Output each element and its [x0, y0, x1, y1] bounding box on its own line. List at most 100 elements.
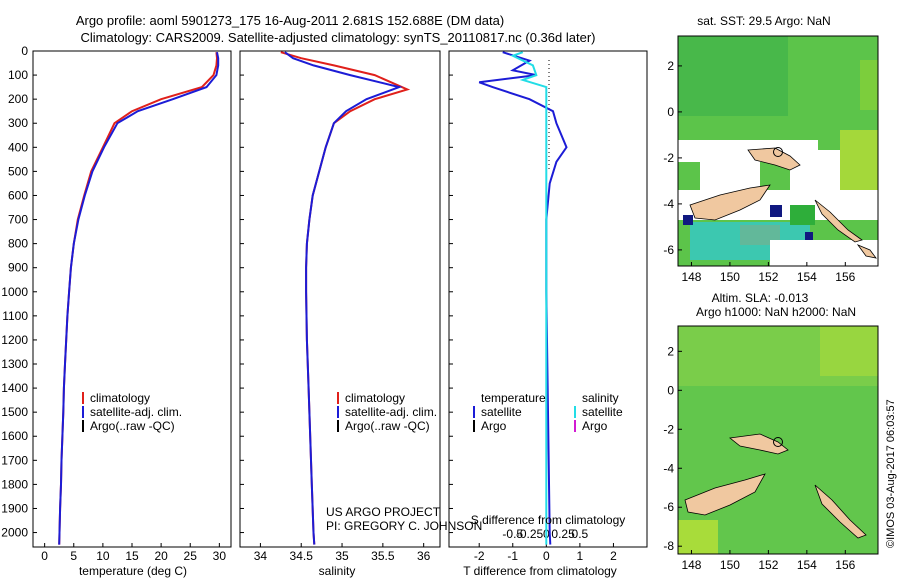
depth-tick-label: 1500	[1, 405, 28, 419]
legend-satellite-label: satellite-adj. clim.	[90, 405, 182, 419]
sst-cloud-mask	[790, 150, 840, 190]
depth-tick-label: 600	[8, 188, 28, 202]
depth-tick-label: 800	[8, 237, 28, 251]
salinity-panel-frame	[239, 50, 441, 548]
map-lon-tick-label: 150	[720, 270, 740, 284]
salinity-xlabel: salinity	[319, 564, 356, 578]
argo-position-marker	[773, 147, 783, 157]
difference-s-tick-label: -0.5	[502, 527, 523, 541]
map-lon-tick-label: 148	[681, 558, 701, 572]
depth-tick-label: 1200	[1, 333, 28, 347]
depth-tick-label: 1400	[1, 381, 28, 395]
legend-argo-label: Argo(..raw -QC)	[90, 419, 175, 433]
temperature-tick-label: 25	[184, 549, 198, 563]
depth-tick-label: 100	[8, 68, 28, 82]
s-difference-label: S difference from climatology	[471, 513, 626, 527]
sla-map-frame	[677, 325, 879, 555]
legend-t-argo-label: Argo	[481, 419, 507, 433]
sst-cloud-mask	[700, 162, 760, 192]
land-new-britain	[747, 147, 801, 171]
map-lat-tick-label: -4	[663, 197, 674, 211]
land-new-guinea	[689, 184, 771, 221]
legend-climatology-label: climatology	[90, 391, 150, 405]
map-lon-tick-label: 152	[758, 270, 778, 284]
map-lat-tick-label: -6	[663, 500, 674, 514]
difference-legend: temperature satellite Argo salinity sate…	[473, 391, 623, 433]
map-lat-tick-label: -8	[663, 539, 674, 553]
difference-t-tick-label: 2	[610, 549, 617, 563]
map-lon-tick-label: 154	[797, 558, 817, 572]
salinity-difference-line	[510, 51, 548, 545]
map-lon-tick-label: 156	[835, 558, 855, 572]
sla-patch	[678, 520, 718, 554]
legend-climatology-label: climatology	[345, 391, 405, 405]
legend-s-argo-label: Argo	[582, 419, 608, 433]
temperature-tick-label: 0	[41, 549, 48, 563]
difference-t-tick-label: 0	[543, 549, 550, 563]
difference-s-tick-label: 0.5	[572, 527, 589, 541]
map-lat-tick-label: 0	[667, 105, 674, 119]
salinity-tick-label: 36	[417, 549, 431, 563]
map-lat-tick-label: -6	[663, 243, 674, 257]
depth-tick-label: 1100	[2, 309, 28, 323]
land-solomons	[814, 484, 867, 539]
pi-label: PI: GREGORY C. JOHNSON	[326, 519, 482, 533]
temperature-difference-line	[478, 51, 568, 545]
sst-patch	[840, 130, 878, 190]
map-lat-tick-label: -4	[663, 461, 674, 475]
figure-title-line1: Argo profile: aoml 5901273_175 16-Aug-20…	[76, 13, 504, 28]
temperature-tick-label: 10	[96, 549, 110, 563]
sst-patch	[678, 36, 788, 116]
legend-satellite-label: satellite-adj. clim.	[345, 405, 437, 419]
difference-panel-frame	[448, 50, 648, 548]
legend-argo-label: Argo(..raw -QC)	[345, 419, 430, 433]
depth-tick-label: 1900	[1, 501, 28, 515]
temperature-tick-label: 30	[213, 549, 227, 563]
land-solomons	[814, 199, 863, 243]
sst-cold-pixel	[805, 232, 813, 240]
temperature-panel-frame	[32, 50, 232, 548]
sst-map-frame	[677, 35, 879, 267]
sst-map-title: sat. SST: 29.5 Argo: NaN	[697, 14, 830, 28]
imos-credit: ©IMOS 03-Aug-2017 06:03:57	[885, 399, 897, 548]
depth-tick-label: 1800	[1, 477, 28, 491]
temperature-tick-label: 5	[70, 549, 77, 563]
depth-tick-label: 900	[8, 261, 28, 275]
sst-cloud-mask	[770, 240, 878, 266]
sla-map-title-1: Altim. SLA: -0.013	[712, 291, 809, 305]
sst-green-patch	[790, 205, 815, 225]
legend-salinity-title: salinity	[582, 391, 619, 405]
sst-cold-pixel	[683, 215, 693, 225]
sla-map-title-2: Argo h1000: NaN h2000: NaN	[696, 305, 856, 319]
salinity-tick-label: 34.5	[290, 549, 314, 563]
difference-s-tick-label: 0.25	[551, 527, 575, 541]
depth-tick-label: 1700	[1, 453, 28, 467]
legend-s-satellite-label: satellite	[582, 405, 623, 419]
difference-t-tick-label: -1	[507, 549, 518, 563]
sla-patch	[820, 326, 878, 376]
salinity-tick-label: 35	[335, 549, 349, 563]
map-lon-tick-label: 154	[797, 270, 817, 284]
depth-tick-label: 1600	[1, 429, 28, 443]
depth-tick-label: 1000	[1, 285, 28, 299]
salinity-tick-label: 35.5	[371, 549, 395, 563]
depth-tick-label: 1300	[1, 357, 28, 371]
salinity-legend: climatology satellite-adj. clim. Argo(..…	[337, 391, 437, 433]
difference-xlabel: T difference from climatology	[463, 564, 617, 578]
salinity-satellite-line	[284, 51, 403, 545]
depth-tick-label: 500	[8, 164, 28, 178]
depth-tick-label: 400	[8, 140, 28, 154]
map-lat-tick-label: -2	[663, 422, 674, 436]
temperature-tick-label: 15	[125, 549, 139, 563]
temperature-xlabel: temperature (deg C)	[79, 564, 187, 578]
sst-map	[677, 35, 879, 267]
project-label: US ARGO PROJECT	[326, 505, 441, 519]
legend-temperature-title: temperature	[481, 391, 546, 405]
depth-tick-label: 700	[8, 213, 28, 227]
temperature-satellite-line	[58, 52, 220, 545]
depth-tick-label: 200	[8, 92, 28, 106]
land-island	[856, 244, 877, 259]
land-new-guinea	[684, 473, 766, 516]
map-lat-tick-label: 2	[667, 344, 674, 358]
